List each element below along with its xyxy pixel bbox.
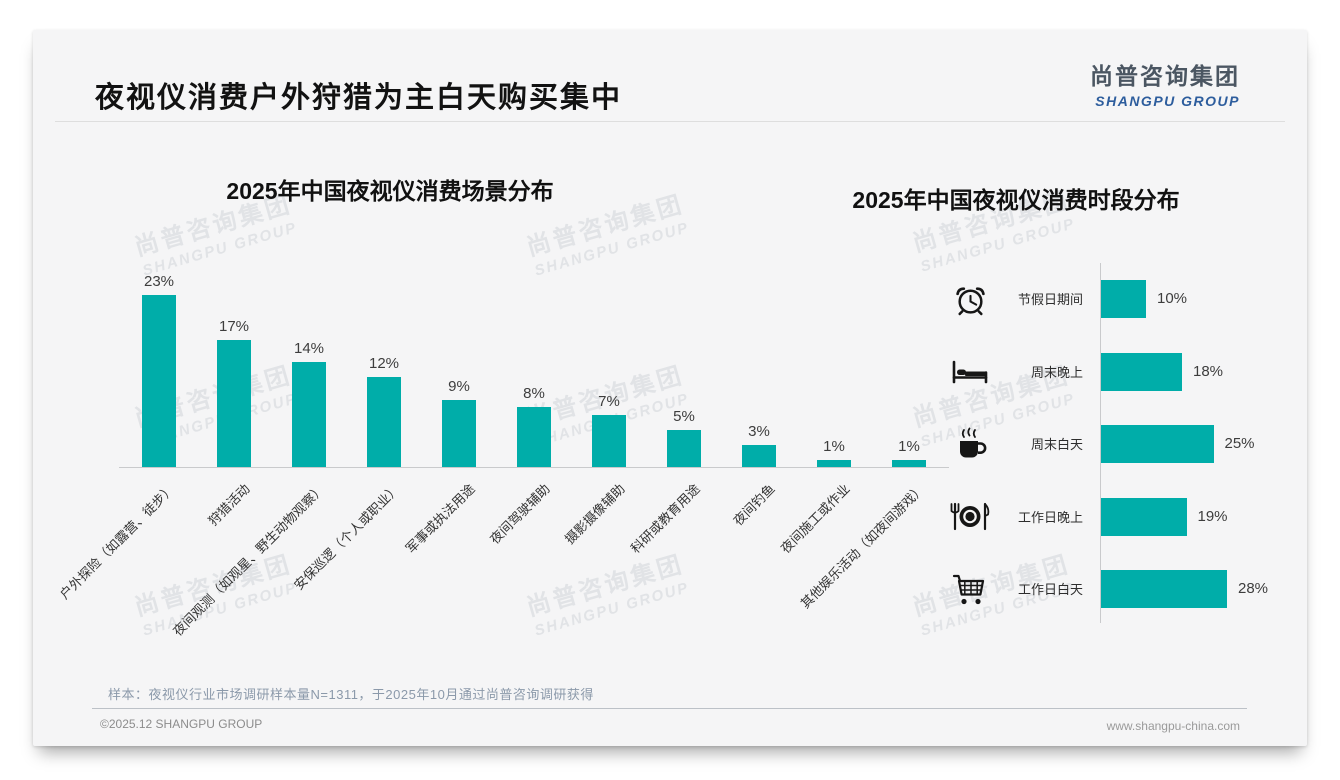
bar-周末晚上 [1101,352,1182,391]
logo-en-text: SHANGPU GROUP [1095,93,1240,109]
bar-科研或教育用途 [667,429,701,467]
bar-工作日晚上 [1101,497,1187,536]
row-category-label: 周末晚上 [1030,364,1083,380]
row-category-label: 周末白天 [1030,437,1083,452]
title-divider [55,121,1285,122]
bed-icon [947,352,993,392]
footer-divider [92,708,1247,709]
bar-value-label: 14% [293,340,325,357]
bar-value-label: 25% [1224,435,1255,452]
bar-value-label: 28% [1238,580,1269,597]
bar-value-label: 7% [598,392,620,410]
x-axis-baseline [119,467,949,468]
bar-value-label: 3% [748,422,770,440]
bar-夜间施工或作业 [817,459,851,467]
bar-value-label: 12% [368,355,400,372]
bar-value-label: 1% [823,437,845,455]
company-logo: 尚普咨询集团 SHANGPU GROUP [1090,57,1240,109]
bar-其他娱乐活动（如夜间游戏） [892,459,926,467]
row-category-label: 工作日白天 [1017,582,1083,597]
alarm-clock-icon [947,279,993,319]
bar-value-label: 1% [898,437,920,455]
bar-value-label: 10% [1157,290,1188,307]
bar-安保巡逻（个人或职业） [367,377,401,467]
bar-value-label: 18% [1193,362,1224,380]
bar-value-label: 9% [448,377,470,395]
bar-value-label: 5% [673,407,695,425]
bar-户外探险（如露营、徒步） [142,294,176,467]
bar-工作日白天 [1101,570,1227,608]
bar-value-label: 17% [218,317,250,335]
bar-夜间驾驶辅助 [517,407,551,467]
footer-copyright: ©2025.12 SHANGPU GROUP [100,717,263,731]
bar-摄影摄像辅助 [592,414,626,467]
bar-value-label: 8% [523,385,545,402]
bar-周末白天 [1101,425,1214,463]
dining-plate-icon [947,497,993,537]
page-title: 夜视仪消费户外狩猎为主白天购买集中 [95,82,623,114]
footer-website: www.shangpu-china.com [1106,719,1240,733]
y-axis-line [1100,263,1101,623]
sample-footnote: 样本：夜视仪行业市场调研样本量N=1311，于2025年10月通过尚普咨询调研获… [108,687,594,702]
shopping-cart-icon [947,569,993,609]
logo-cn-text: 尚普咨询集团 [1090,63,1240,89]
bar-节假日期间 [1101,280,1146,318]
row-category-label: 节假日期间 [1017,292,1083,307]
bar-夜间观测（如观星、野生动物观察） [292,362,326,467]
row-category-label: 工作日晚上 [1017,509,1083,525]
coffee-cup-icon [947,424,993,464]
bar-夜间钓鱼 [742,444,776,467]
bar-军事或执法用途 [442,399,476,467]
time-period-chart-title: 2025年中国夜视仪消费时段分布 [852,187,1180,213]
scenario-chart-title: 2025年中国夜视仪消费场景分布 [226,178,554,204]
bar-value-label: 19% [1197,507,1228,525]
bar-value-label: 23% [143,272,175,290]
bar-狩猎活动 [217,339,251,467]
